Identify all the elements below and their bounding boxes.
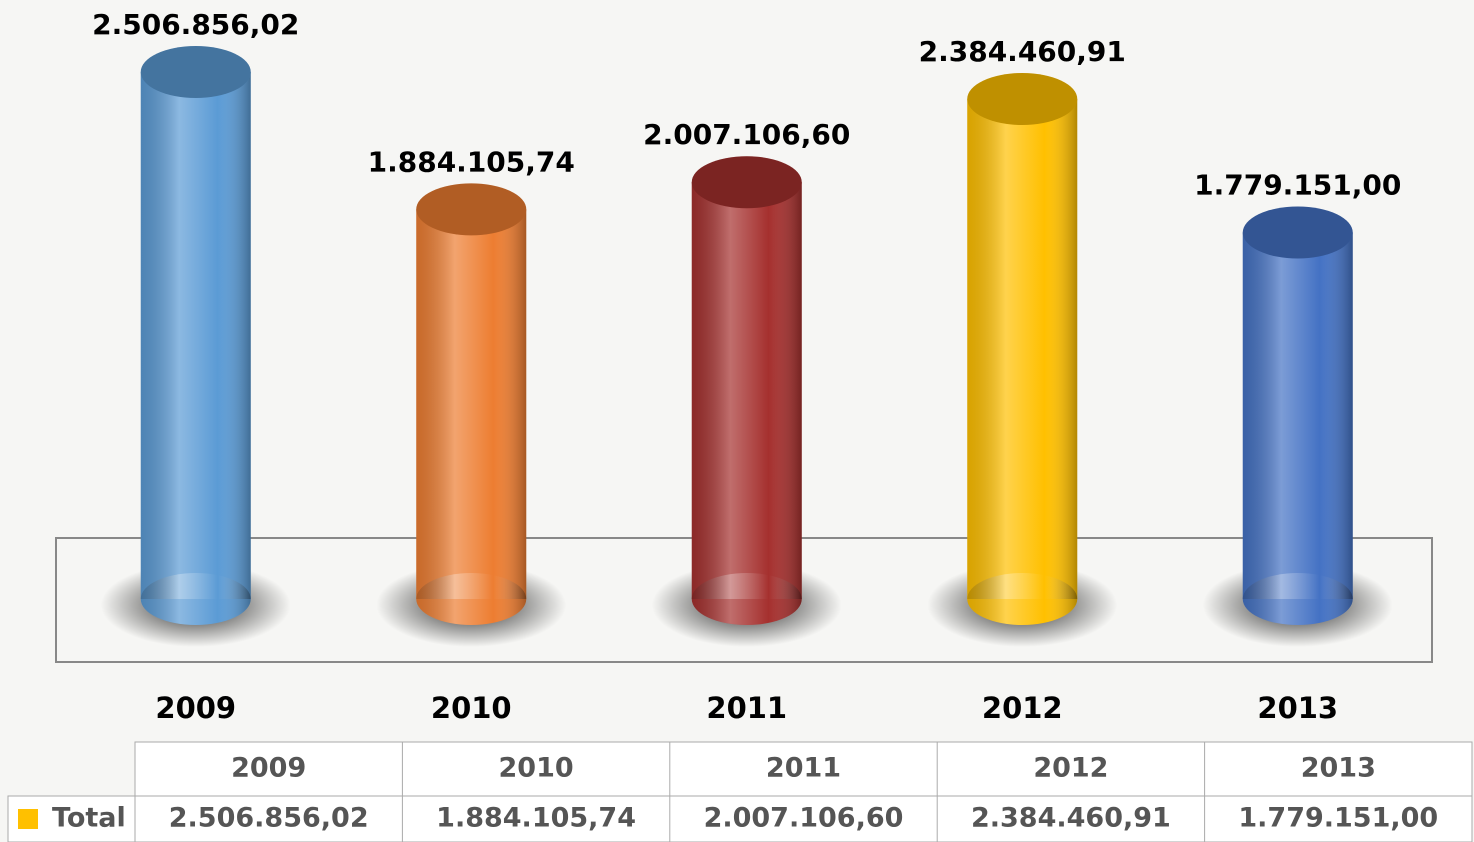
table-header: 2010: [499, 753, 574, 784]
bar-top-shade: [416, 183, 527, 236]
x-tick-label: 2013: [1257, 691, 1338, 725]
x-tick-label: 2012: [982, 691, 1063, 725]
value-label: 1.779.151,00: [1194, 169, 1401, 202]
bar-top-shade: [967, 72, 1078, 125]
bar-top: [140, 46, 251, 98]
bar-top-shade: [1242, 206, 1353, 259]
bar-top: [691, 156, 802, 209]
table-header: 2009: [231, 753, 306, 784]
table-header: 2012: [1033, 753, 1108, 784]
bar-top: [416, 183, 527, 236]
value-label: 2.384.460,91: [919, 35, 1126, 68]
x-tick-label: 2010: [431, 691, 512, 725]
table-header: 2013: [1301, 753, 1376, 784]
legend-label: Total: [52, 803, 126, 834]
bar-top: [967, 72, 1078, 125]
value-label: 1.884.105,74: [368, 145, 575, 178]
bar-shine: [691, 182, 802, 599]
bar-top-shade: [691, 156, 802, 209]
table-value: 1.779.151,00: [1238, 803, 1438, 834]
bar-top-shade: [140, 46, 251, 98]
bar-shine: [967, 98, 1078, 599]
x-tick-label: 2011: [706, 691, 787, 725]
x-tick-label: 2009: [155, 691, 236, 725]
table-value: 2.384.460,91: [971, 803, 1171, 834]
data-table: [7, 741, 1473, 842]
table-body: [134, 741, 1473, 842]
table-header: 2011: [766, 753, 841, 784]
bar-top: [1242, 206, 1353, 259]
table-value: 2.506.856,02: [169, 803, 369, 834]
bar-shine: [140, 72, 251, 599]
value-label: 2.506.856,02: [92, 8, 299, 41]
table-value: 1.884.105,74: [436, 803, 636, 834]
legend-swatch: [18, 809, 38, 829]
value-label: 2.007.106,60: [643, 118, 850, 151]
bar-shine: [416, 209, 527, 600]
table-value: 2.007.106,60: [704, 803, 904, 834]
bar-shine: [1242, 232, 1353, 599]
